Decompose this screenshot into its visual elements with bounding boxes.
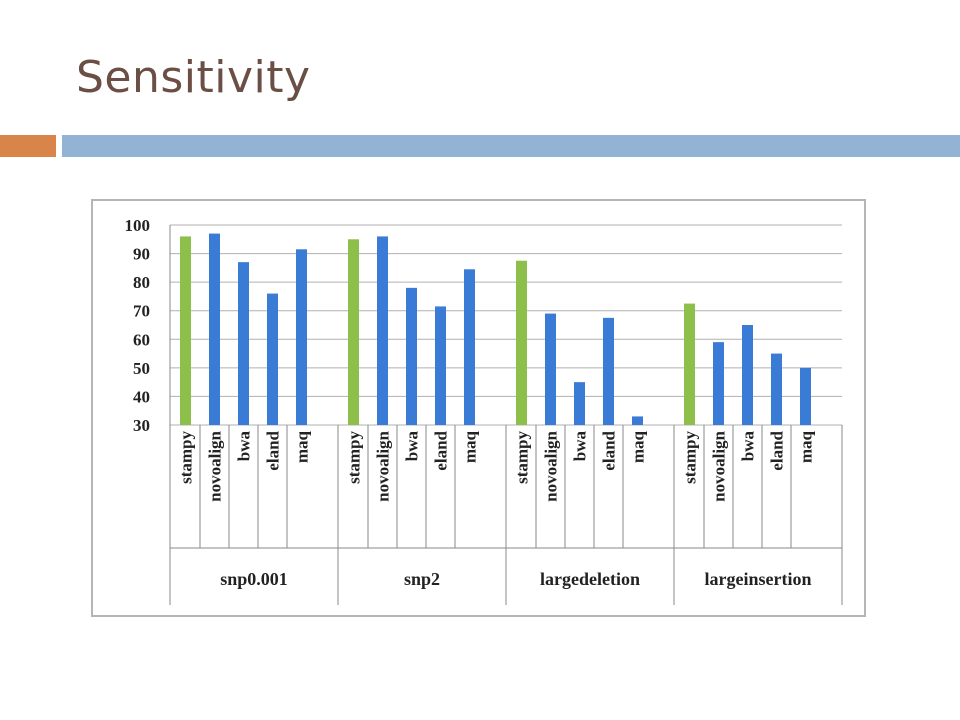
group-label: largedeletion: [540, 569, 640, 589]
slide-title: Sensitivity: [76, 52, 311, 103]
bar-novoalign: [713, 342, 724, 425]
bar-stampy: [516, 260, 527, 425]
bar-maq: [800, 367, 811, 425]
group-label: largeinsertion: [705, 569, 812, 589]
category-label: maq: [461, 430, 480, 463]
chart-frame: [91, 199, 866, 617]
category-label: stampy: [177, 431, 196, 484]
category-label: stampy: [513, 431, 532, 484]
bar-bwa: [238, 262, 249, 425]
category-label: eland: [600, 430, 619, 470]
bar-stampy: [180, 236, 191, 425]
y-tick-label: 90: [133, 245, 150, 264]
y-tick-label: 70: [133, 302, 150, 321]
bar-eland: [435, 306, 446, 425]
category-label: novoalign: [542, 430, 561, 501]
y-tick-label: 50: [133, 359, 150, 378]
bar-stampy: [348, 239, 359, 425]
category-label: stampy: [681, 431, 700, 484]
bar-stampy: [684, 303, 695, 425]
y-tick-label: 100: [125, 216, 151, 235]
category-label: bwa: [739, 431, 758, 462]
category-label: eland: [264, 430, 283, 470]
bar-novoalign: [545, 313, 556, 425]
bar-maq: [296, 249, 307, 425]
accent-bar-blue: [62, 135, 960, 157]
category-label: novoalign: [710, 430, 729, 501]
y-tick-label: 40: [133, 387, 150, 406]
group-label: snp2: [404, 569, 440, 589]
category-label: maq: [629, 430, 648, 463]
group-label: snp0.001: [220, 569, 288, 589]
category-label: novoalign: [374, 430, 393, 501]
bar-bwa: [574, 382, 585, 425]
category-label: eland: [432, 430, 451, 470]
category-label: bwa: [235, 431, 254, 462]
bar-eland: [267, 293, 278, 425]
category-label: bwa: [403, 431, 422, 462]
category-label: eland: [768, 430, 787, 470]
category-label: maq: [797, 430, 816, 463]
category-label: maq: [293, 430, 312, 463]
bar-bwa: [406, 287, 417, 425]
y-tick-label: 60: [133, 330, 150, 349]
bar-eland: [771, 353, 782, 425]
category-label: bwa: [571, 431, 590, 462]
bar-novoalign: [377, 236, 388, 425]
bar-novoalign: [209, 233, 220, 425]
accent-bar-orange: [0, 135, 56, 157]
bar-bwa: [742, 325, 753, 425]
y-tick-label: 80: [133, 273, 150, 292]
category-label: stampy: [345, 431, 364, 484]
y-tick-label: 30: [133, 416, 150, 435]
category-label: novoalign: [206, 430, 225, 501]
bar-maq: [632, 416, 643, 425]
bar-eland: [603, 317, 614, 425]
bar-maq: [464, 269, 475, 425]
